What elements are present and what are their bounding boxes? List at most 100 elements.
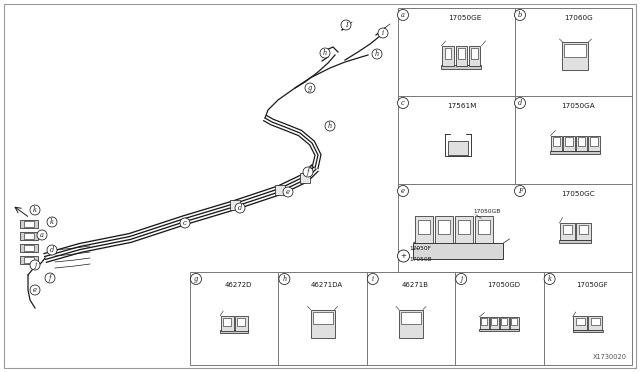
Text: d: d [50,246,54,254]
Bar [559,240,591,243]
Text: k: k [33,206,37,214]
Bar [20,220,38,228]
Text: 46271B: 46271B [401,282,429,288]
Text: e: e [33,286,37,294]
Text: c: c [183,219,187,227]
Bar [401,311,421,324]
Text: a: a [40,231,44,239]
Bar [275,185,285,195]
Bar [310,310,335,337]
Bar [458,220,470,234]
Text: g: g [308,84,312,92]
Bar [300,173,310,183]
Bar [510,317,519,329]
Bar [398,8,632,272]
Text: j: j [460,275,462,283]
Text: 17050GE: 17050GE [448,15,481,21]
Circle shape [37,230,47,240]
Bar [566,137,573,146]
Circle shape [397,10,408,20]
Bar [511,318,517,325]
Bar [579,225,588,234]
Text: h: h [323,49,327,57]
Circle shape [325,121,335,131]
Bar [589,136,600,151]
Text: 17050GB: 17050GB [474,209,500,214]
Bar [550,151,600,154]
Text: 17050B: 17050B [410,257,432,262]
Bar [564,44,586,57]
Circle shape [397,97,408,109]
Text: 17050GC: 17050GC [562,191,595,197]
Text: +: + [401,253,406,259]
Text: i: i [372,275,374,283]
Bar [445,48,451,59]
Bar [551,136,563,151]
Bar [456,46,467,65]
Circle shape [320,48,330,58]
Bar [20,244,38,252]
Bar [24,221,34,227]
Bar [479,220,490,234]
Text: 17050GA: 17050GA [562,103,595,109]
Text: 17050F: 17050F [410,246,431,251]
Bar [235,316,248,330]
Text: 17561M: 17561M [447,103,476,109]
Bar [221,316,234,330]
Circle shape [191,273,202,285]
Text: k: k [50,218,54,226]
Circle shape [30,285,40,295]
Bar [442,65,481,69]
Circle shape [456,273,467,285]
Bar [456,216,474,243]
Bar [230,200,240,210]
Bar [442,46,454,65]
Circle shape [515,186,525,196]
Bar [472,48,478,59]
Bar [399,310,423,337]
Circle shape [397,186,408,196]
Text: d: d [518,99,522,107]
Bar [20,256,38,264]
Circle shape [515,10,525,20]
Circle shape [372,49,382,59]
Circle shape [367,273,378,285]
Bar [563,136,575,151]
Bar [413,243,504,259]
Circle shape [303,167,313,177]
Bar [479,329,520,331]
Circle shape [180,218,190,228]
Bar [237,318,245,326]
Bar [490,317,499,329]
Bar [223,318,232,326]
Bar [501,318,508,325]
Circle shape [544,273,555,285]
Text: a: a [401,11,405,19]
Bar [591,137,598,146]
Circle shape [235,203,245,213]
Text: f: f [307,168,309,176]
Text: h: h [328,122,332,130]
Text: X1730020: X1730020 [593,354,627,360]
Circle shape [515,97,525,109]
Bar [476,216,493,243]
Circle shape [45,273,55,283]
Bar [24,233,34,239]
Text: f: f [49,274,51,282]
Circle shape [30,260,40,270]
Bar [449,141,468,154]
Bar [553,137,561,146]
Bar [573,316,588,330]
Text: i: i [382,29,384,37]
Text: j: j [34,261,36,269]
Circle shape [283,187,293,197]
Text: e: e [286,188,290,196]
Circle shape [378,28,388,38]
Circle shape [397,250,410,262]
Text: e: e [401,187,405,195]
Circle shape [47,217,57,227]
Text: c: c [401,99,405,107]
Bar [500,317,509,329]
Bar [576,136,588,151]
Bar [560,223,575,240]
